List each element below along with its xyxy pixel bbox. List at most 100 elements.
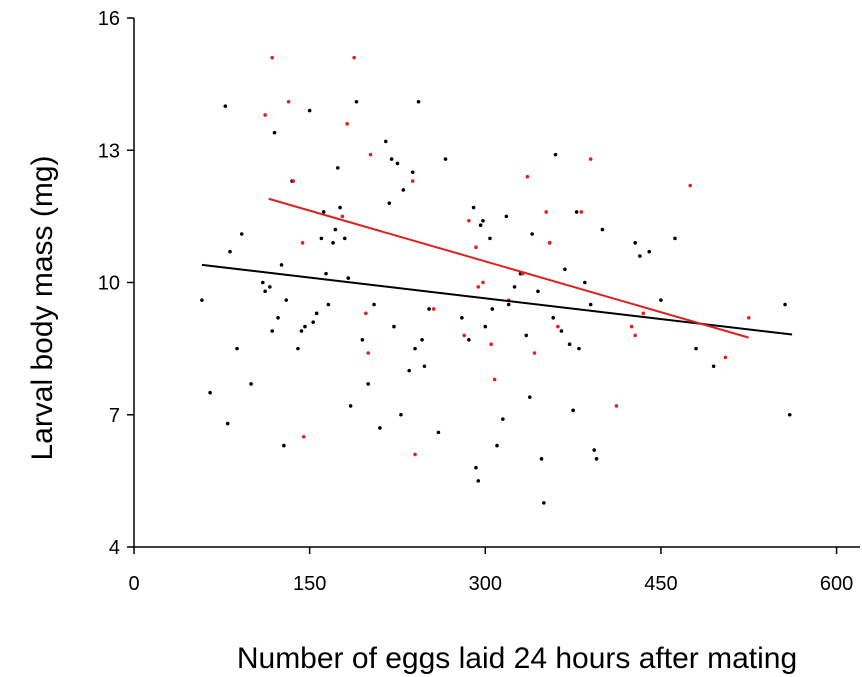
data-point-series-2	[579, 210, 584, 214]
data-point-series-1	[270, 329, 274, 333]
data-point-series-1	[588, 302, 593, 307]
data-point-series-1	[600, 227, 605, 232]
data-point-series-1	[261, 280, 265, 285]
data-point-series-1	[228, 249, 232, 254]
data-point-series-2	[431, 307, 436, 311]
data-point-series-2	[366, 351, 370, 355]
data-point-series-1	[307, 108, 312, 113]
data-point-series-2	[467, 218, 471, 223]
data-point-series-1	[694, 346, 698, 351]
data-point-series-1	[276, 315, 280, 320]
data-point-series-2	[340, 214, 345, 219]
data-point-series-1	[225, 421, 230, 426]
y-tick-label: 7	[109, 405, 120, 427]
y-tick-label: 10	[98, 273, 120, 295]
data-point-series-2	[588, 157, 593, 161]
data-point-series-1	[659, 298, 663, 302]
data-point-series-1	[436, 430, 441, 435]
data-point-series-1	[506, 302, 511, 307]
data-point-series-1	[524, 333, 529, 338]
data-point-series-1	[504, 214, 509, 219]
x-tick-label: 150	[293, 573, 326, 595]
data-point-series-1	[443, 157, 448, 161]
data-point-series-2	[688, 183, 693, 188]
x-tick-label: 0	[128, 573, 139, 595]
data-point-series-1	[413, 346, 417, 351]
data-point-series-1	[422, 364, 427, 369]
data-point-series-2	[544, 210, 548, 214]
data-point-series-1	[592, 448, 596, 452]
data-point-series-1	[583, 280, 587, 285]
y-axis-title: Larval body mass (mg)	[26, 155, 59, 460]
trendlines	[201, 197, 793, 339]
data-point-series-1	[319, 236, 324, 241]
data-point-series-1	[478, 223, 483, 227]
data-point-series-1	[303, 324, 307, 329]
data-point-series-2	[263, 113, 267, 117]
y-tick-label: 4	[109, 537, 120, 559]
data-point-series-1	[383, 139, 388, 144]
data-point-series-1	[527, 395, 532, 399]
data-point-series-1	[401, 188, 406, 192]
data-point-series-1	[348, 404, 353, 408]
data-point-series-2	[723, 355, 728, 360]
data-point-series-1	[279, 263, 284, 267]
data-point-series-2	[368, 152, 373, 157]
data-point-series-1	[571, 408, 575, 413]
data-point-series-2	[286, 99, 291, 104]
y-tick-label: 16	[98, 8, 120, 30]
data-point-series-1	[783, 302, 787, 307]
data-point-series-1	[372, 302, 376, 307]
data-point-series-1	[467, 338, 471, 342]
data-point-series-1	[474, 465, 478, 470]
data-point-series-1	[495, 443, 499, 448]
data-point-series-1	[427, 307, 431, 311]
data-point-series-1	[235, 346, 239, 351]
data-point-series-1	[488, 236, 492, 241]
trendline-series-1	[201, 263, 793, 336]
data-point-series-1	[574, 210, 579, 214]
data-point-series-1	[200, 298, 204, 302]
data-point-series-1	[460, 315, 464, 320]
data-point-series-1	[392, 324, 396, 329]
data-point-series-2	[476, 285, 481, 289]
data-points	[200, 55, 792, 505]
data-point-series-1	[553, 152, 558, 157]
data-point-series-1	[249, 382, 253, 386]
data-point-series-1	[284, 298, 289, 302]
axes	[133, 18, 860, 548]
data-point-series-1	[673, 236, 677, 241]
data-point-series-2	[474, 245, 478, 250]
data-point-series-1	[559, 329, 564, 333]
data-point-series-2	[301, 434, 306, 439]
data-point-series-1	[321, 210, 326, 214]
data-point-series-1	[208, 390, 212, 395]
data-point-series-1	[638, 254, 642, 258]
data-point-series-1	[551, 315, 556, 320]
data-point-series-1	[346, 276, 351, 280]
data-point-series-1	[476, 479, 481, 483]
data-point-series-2	[300, 241, 305, 245]
data-point-series-1	[577, 346, 581, 351]
trendline-series-2	[268, 197, 750, 339]
data-point-series-1	[366, 382, 370, 386]
data-point-series-1	[471, 205, 476, 210]
data-point-series-2	[532, 351, 537, 355]
data-point-series-2	[364, 311, 368, 316]
data-point-series-1	[354, 99, 359, 104]
x-tick-label: 600	[820, 573, 853, 595]
data-point-series-2	[291, 179, 296, 183]
data-point-series-1	[299, 329, 304, 333]
data-point-series-1	[268, 285, 272, 289]
data-point-series-1	[333, 227, 338, 232]
data-point-series-1	[378, 426, 382, 430]
data-point-series-1	[530, 232, 534, 236]
data-point-series-2	[556, 324, 560, 329]
data-point-series-2	[345, 122, 349, 126]
data-point-series-1	[324, 271, 328, 276]
data-point-series-1	[335, 166, 340, 170]
data-point-series-1	[633, 241, 637, 245]
data-point-series-1	[536, 289, 540, 294]
data-point-series-1	[387, 201, 392, 205]
